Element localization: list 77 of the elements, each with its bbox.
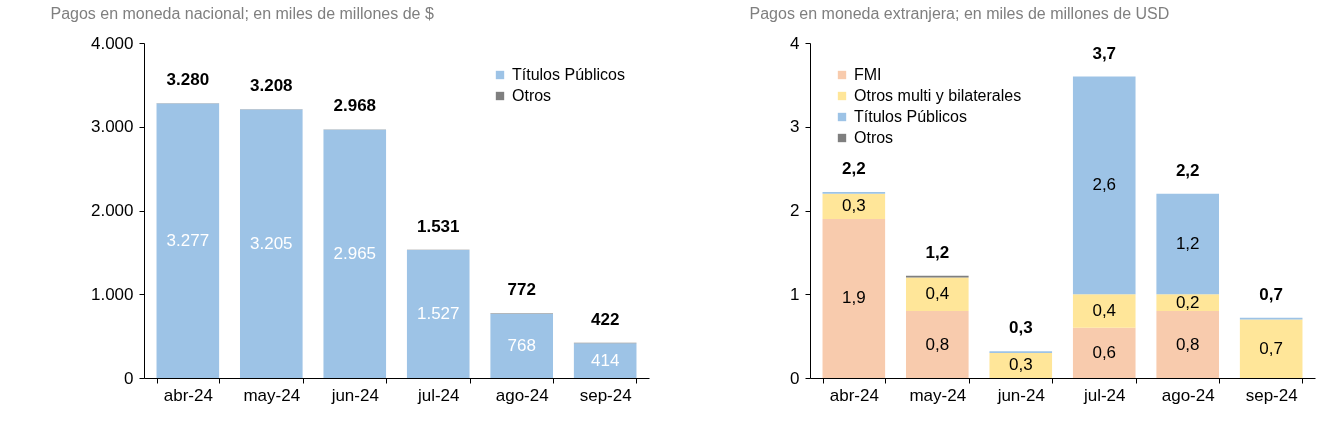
total-label: 3,7	[1092, 43, 1117, 63]
legend-label: Otros	[854, 129, 894, 146]
total-label: 2.968	[333, 96, 377, 116]
data-label: 0,4	[1092, 301, 1117, 320]
total-label: 2,2	[842, 159, 866, 179]
total-label: 1.531	[416, 216, 460, 236]
y-tick-label: 2.000	[90, 201, 134, 220]
y-tick-label: 0	[790, 368, 800, 388]
y-tick-label: 3	[790, 117, 800, 137]
data-label: 3.277	[166, 230, 210, 250]
y-tick-label: 4	[790, 33, 800, 53]
total-label: 422	[590, 309, 620, 329]
data-label: 0,6	[1092, 342, 1117, 362]
data-label: 2,6	[1092, 175, 1117, 195]
y-tick-label: 0	[124, 368, 134, 388]
bar	[822, 193, 886, 219]
y-tick-label: 1.000	[90, 284, 134, 304]
legend-label: Títulos Públicos	[512, 66, 625, 83]
data-label: 1.527	[416, 304, 460, 324]
bar	[406, 250, 470, 378]
data-label: 0,8	[1175, 334, 1200, 354]
total-label: 772	[507, 280, 536, 300]
bar	[1239, 319, 1303, 378]
total-label: 3.208	[250, 76, 293, 96]
data-label: 3.205	[250, 233, 293, 253]
y-tick-label: 3.000	[90, 117, 134, 137]
chart-title: Pagos en moneda extranjera; en miles de millones de USD	[749, 5, 1170, 22]
data-label: 0,4	[925, 284, 950, 304]
bar	[822, 218, 886, 378]
data-label: 1,2	[1175, 234, 1200, 253]
legend-label: Otros multi y bilaterales	[854, 87, 1022, 104]
x-tick-label: ago-24	[1161, 385, 1215, 405]
data-label: 2.965	[333, 243, 377, 263]
total-label: 0,3	[1008, 318, 1033, 338]
total-label: 1,2	[925, 242, 950, 262]
total-label: 2,2	[1175, 160, 1200, 180]
x-tick-label: ago-24	[495, 385, 549, 405]
x-tick-label: jul-24	[1082, 385, 1126, 405]
legend-label: Títulos Públicos	[854, 108, 967, 125]
data-label: 414	[590, 350, 620, 370]
bar	[323, 129, 387, 378]
x-tick-label: sep-24	[1245, 385, 1298, 405]
bar	[156, 103, 220, 378]
x-tick-label: jun-24	[330, 385, 379, 405]
data-label: 0,3	[842, 196, 866, 216]
y-tick-label: 1	[790, 284, 800, 304]
chart-title: Pagos en moneda nacional; en miles de millones de $	[50, 5, 434, 22]
total-label: 3.280	[166, 70, 210, 90]
bar	[1156, 193, 1220, 295]
data-label: 0,7	[1259, 338, 1283, 358]
bar	[905, 277, 969, 311]
data-label: 768	[507, 335, 536, 355]
bar	[1072, 76, 1136, 295]
bar	[490, 313, 554, 378]
data-label: 1,9	[842, 288, 866, 308]
data-label: 0,2	[1175, 292, 1200, 312]
data-label: 0,3	[1008, 355, 1033, 375]
x-tick-label: may-24	[909, 385, 967, 405]
bar	[1156, 311, 1220, 378]
legend-label: Otros	[512, 87, 552, 104]
x-tick-label: sep-24	[579, 385, 632, 405]
data-label: 0,8	[925, 334, 950, 354]
bar	[239, 109, 303, 378]
total-label: 0,7	[1259, 284, 1283, 304]
bar	[573, 343, 637, 378]
y-tick-label: 2	[790, 201, 800, 220]
bar	[1072, 327, 1136, 378]
x-tick-label: may-24	[243, 385, 301, 405]
bar	[905, 311, 969, 378]
x-tick-label: abr-24	[829, 385, 879, 405]
legend-label: FMI	[854, 66, 882, 83]
x-tick-label: jul-24	[416, 385, 460, 405]
y-tick-label: 4.000	[90, 33, 134, 53]
bar	[989, 352, 1053, 378]
x-tick-label: jun-24	[996, 385, 1045, 405]
bar	[1072, 294, 1136, 328]
x-tick-label: abr-24	[163, 385, 213, 405]
